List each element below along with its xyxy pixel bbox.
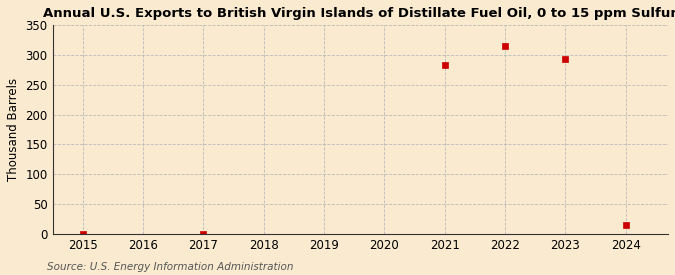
Text: Source: U.S. Energy Information Administration: Source: U.S. Energy Information Administ… bbox=[47, 262, 294, 272]
Title: Annual U.S. Exports to British Virgin Islands of Distillate Fuel Oil, 0 to 15 pp: Annual U.S. Exports to British Virgin Is… bbox=[43, 7, 675, 20]
Y-axis label: Thousand Barrels: Thousand Barrels bbox=[7, 78, 20, 181]
